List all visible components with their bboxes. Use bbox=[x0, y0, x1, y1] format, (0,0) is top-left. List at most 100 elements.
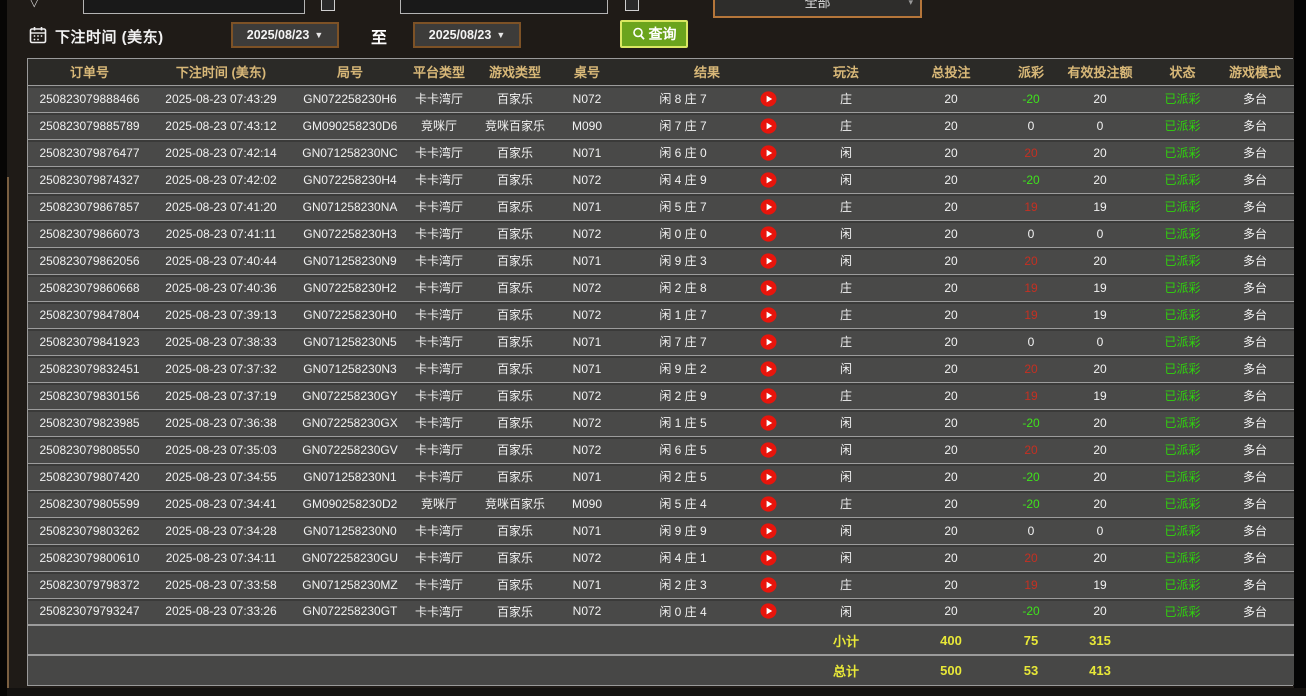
cell-game-type: 百家乐 bbox=[469, 219, 561, 247]
cell-game-mode: 多台 bbox=[1216, 327, 1294, 355]
play-video-icon[interactable] bbox=[760, 441, 777, 458]
date-from-select[interactable]: 2025/08/23 ▼ bbox=[231, 22, 339, 48]
play-video-icon[interactable] bbox=[760, 360, 777, 377]
cell-total-bet: 20 bbox=[891, 246, 1011, 274]
cell-table-no: N071 bbox=[561, 354, 613, 382]
cell-valid-bet: 19 bbox=[1051, 300, 1149, 328]
cell-game-mode: 多台 bbox=[1216, 219, 1294, 247]
col-game-mode: 游戏模式 bbox=[1216, 59, 1294, 85]
cell-table-no: N072 bbox=[561, 435, 613, 463]
cell-game-mode: 多台 bbox=[1216, 408, 1294, 436]
top-input-2[interactable] bbox=[400, 0, 608, 14]
play-video-icon[interactable] bbox=[760, 387, 777, 404]
cell-round-id: GN072258230H0 bbox=[291, 300, 409, 328]
cell-platform-type: 卡卡湾厅 bbox=[409, 462, 469, 490]
cell-payout: -20 bbox=[1011, 408, 1051, 436]
play-video-icon[interactable] bbox=[760, 117, 777, 134]
bottom-edge-strip bbox=[7, 688, 1306, 696]
cell-order-id: 250823079803262 bbox=[28, 516, 151, 544]
cell-bet-time: 2025-08-23 07:37:32 bbox=[151, 354, 291, 382]
result-text: 闲 9 庄 9 bbox=[659, 524, 707, 538]
cell-game-mode: 多台 bbox=[1216, 273, 1294, 301]
cell-status: 已派彩 bbox=[1149, 327, 1216, 355]
cell-bet-type: 闲 bbox=[801, 246, 891, 274]
cell-total-bet: 20 bbox=[891, 138, 1011, 166]
cell-bet-time: 2025-08-23 07:41:11 bbox=[151, 219, 291, 247]
play-video-icon[interactable] bbox=[760, 495, 777, 512]
cell-game-mode: 多台 bbox=[1216, 165, 1294, 193]
play-video-icon[interactable] bbox=[760, 144, 777, 161]
cell-round-id: GN071258230NA bbox=[291, 192, 409, 220]
cell-payout: -20 bbox=[1011, 165, 1051, 193]
cell-result: 闲 0 庄 0 bbox=[613, 219, 801, 247]
play-video-icon[interactable] bbox=[760, 522, 777, 539]
cell-total-bet: 20 bbox=[891, 84, 1011, 112]
cell-round-id: GN071258230N1 bbox=[291, 462, 409, 490]
top-input-1-icon[interactable] bbox=[321, 0, 335, 11]
cell-platform-type: 卡卡湾厅 bbox=[409, 138, 469, 166]
play-video-icon[interactable] bbox=[760, 279, 777, 296]
cell-game-type: 竞咪百家乐 bbox=[469, 489, 561, 517]
chevron-down-icon: ▾ bbox=[908, 0, 913, 7]
play-video-icon[interactable] bbox=[760, 252, 777, 269]
play-video-icon[interactable] bbox=[760, 414, 777, 431]
top-input-1[interactable] bbox=[83, 0, 305, 14]
cell-bet-time: 2025-08-23 07:41:20 bbox=[151, 192, 291, 220]
cell-status: 已派彩 bbox=[1149, 489, 1216, 517]
cell-game-type: 百家乐 bbox=[469, 570, 561, 598]
play-video-icon[interactable] bbox=[760, 576, 777, 593]
cell-bet-type: 庄 bbox=[801, 192, 891, 220]
cell-table-no: N071 bbox=[561, 246, 613, 274]
cell-round-id: GN072258230H3 bbox=[291, 219, 409, 247]
cell-order-id: 250823079888466 bbox=[28, 84, 151, 112]
cell-bet-type: 闲 bbox=[801, 543, 891, 571]
cell-bet-time: 2025-08-23 07:38:33 bbox=[151, 327, 291, 355]
cell-payout: 19 bbox=[1011, 192, 1051, 220]
col-status: 状态 bbox=[1149, 59, 1216, 85]
cell-bet-type: 闲 bbox=[801, 165, 891, 193]
cell-result: 闲 5 庄 4 bbox=[613, 489, 801, 517]
cell-valid-bet: 20 bbox=[1051, 84, 1149, 112]
bet-records-table: 订单号 下注时间 (美东) 局号 平台类型 游戏类型 桌号 结果 玩法 总投注 … bbox=[27, 58, 1294, 686]
cell-bet-type: 闲 bbox=[801, 219, 891, 247]
cell-payout: 20 bbox=[1011, 543, 1051, 571]
play-video-icon[interactable] bbox=[760, 333, 777, 350]
play-video-icon[interactable] bbox=[760, 468, 777, 485]
table-row: 250823079805599 2025-08-23 07:34:41 GM09… bbox=[28, 489, 1294, 517]
search-button[interactable]: 查询 bbox=[620, 20, 688, 48]
cell-result: 闲 2 庄 8 bbox=[613, 273, 801, 301]
play-video-icon[interactable] bbox=[760, 90, 777, 107]
play-video-icon[interactable] bbox=[760, 225, 777, 242]
cell-bet-type: 庄 bbox=[801, 381, 891, 409]
cell-total-bet: 20 bbox=[891, 408, 1011, 436]
result-text: 闲 2 庄 8 bbox=[659, 281, 707, 295]
result-text: 闲 7 庄 7 bbox=[659, 335, 707, 349]
top-input-2-icon[interactable] bbox=[625, 0, 639, 11]
cell-result: 闲 7 庄 7 bbox=[613, 111, 801, 139]
result-text: 闲 4 庄 9 bbox=[659, 173, 707, 187]
partial-dropdown-icon: ▽ bbox=[30, 0, 39, 9]
result-text: 闲 0 庄 4 bbox=[659, 604, 707, 619]
play-video-icon[interactable] bbox=[760, 549, 777, 566]
cell-game-mode: 多台 bbox=[1216, 489, 1294, 517]
cell-game-mode: 多台 bbox=[1216, 300, 1294, 328]
result-text: 闲 4 庄 1 bbox=[659, 551, 707, 565]
cell-bet-time: 2025-08-23 07:42:14 bbox=[151, 138, 291, 166]
play-video-icon[interactable] bbox=[760, 306, 777, 323]
cell-platform-type: 卡卡湾厅 bbox=[409, 219, 469, 247]
total-bet: 500 bbox=[891, 654, 1011, 685]
play-video-icon[interactable] bbox=[760, 171, 777, 188]
result-text: 闲 2 庄 9 bbox=[659, 389, 707, 403]
scope-select[interactable]: 全部 ▾ bbox=[713, 0, 922, 18]
cell-bet-time: 2025-08-23 07:35:03 bbox=[151, 435, 291, 463]
date-to-select[interactable]: 2025/08/23 ▼ bbox=[413, 22, 521, 48]
cell-valid-bet: 20 bbox=[1051, 597, 1149, 625]
table-row: 250823079888466 2025-08-23 07:43:29 GN07… bbox=[28, 84, 1294, 112]
play-video-icon[interactable] bbox=[760, 198, 777, 215]
cell-table-no: N071 bbox=[561, 462, 613, 490]
cell-result: 闲 4 庄 1 bbox=[613, 543, 801, 571]
cell-valid-bet: 19 bbox=[1051, 192, 1149, 220]
cell-status: 已派彩 bbox=[1149, 516, 1216, 544]
subtotal-bet: 400 bbox=[891, 624, 1011, 655]
play-video-icon[interactable] bbox=[760, 603, 777, 619]
